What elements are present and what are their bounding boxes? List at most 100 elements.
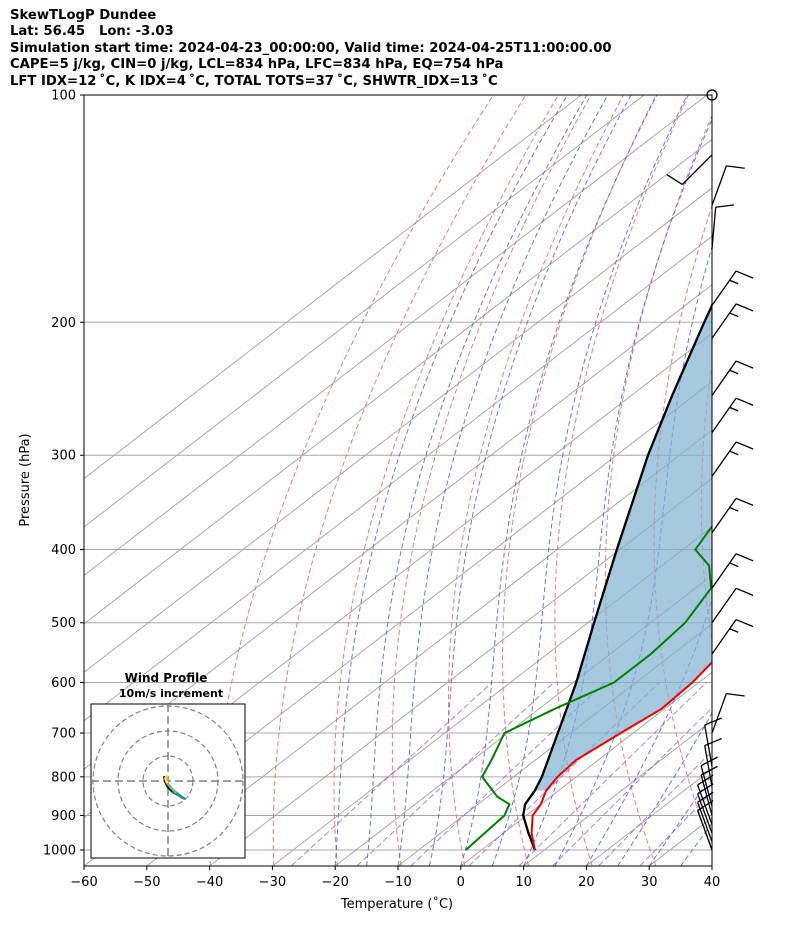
wind-barb-shaft bbox=[711, 360, 737, 396]
wind-barb-flag bbox=[735, 497, 754, 506]
wind-barb-shaft bbox=[704, 745, 713, 788]
dry-adiabat-line bbox=[209, 95, 494, 866]
dry-adiabat-line bbox=[272, 95, 527, 866]
isotherm-line bbox=[775, 95, 794, 866]
wind-barb-shaft bbox=[697, 802, 713, 842]
x-tick-label: −60 bbox=[70, 875, 97, 890]
isotherm-line bbox=[84, 187, 712, 673]
index-line: LFT IDX=12 ˚C, K IDX=4 ˚C, TOTAL TOTS=37… bbox=[10, 73, 498, 89]
wind-barb-flag bbox=[726, 692, 745, 697]
wind-barb-shaft bbox=[711, 587, 737, 624]
wind-barb-flag bbox=[726, 165, 745, 169]
chart-header: SkewTLogP Dundee Lat: 56.45 Lon: -3.03 S… bbox=[10, 8, 612, 90]
temperature-profile-line bbox=[530, 660, 712, 851]
dry-adiabat-line bbox=[391, 95, 592, 866]
x-tick-label: 10 bbox=[515, 875, 532, 890]
moist-adiabat-line bbox=[460, 95, 658, 866]
x-tick-label: 30 bbox=[641, 875, 658, 890]
hodograph-title: Wind Profile bbox=[125, 671, 208, 685]
wind-barb-flag bbox=[666, 174, 683, 186]
dry-adiabat-line bbox=[700, 362, 712, 644]
wind-barb-flag bbox=[704, 717, 722, 726]
wind-barb-shaft bbox=[711, 270, 737, 306]
wind-barb-half-flag bbox=[729, 562, 739, 568]
dewpoint-profile-line bbox=[465, 524, 712, 851]
y-tick-label: 600 bbox=[51, 676, 76, 691]
wind-barb-shaft bbox=[711, 207, 717, 250]
moist-adiabat-line bbox=[397, 95, 609, 866]
wind-barb-half-flag bbox=[729, 279, 739, 285]
y-tick-label: 700 bbox=[51, 727, 76, 742]
hodograph-plot bbox=[91, 704, 245, 858]
wind-barb-flag bbox=[735, 270, 754, 279]
wind-barb-shaft bbox=[697, 810, 713, 851]
isotherm-line bbox=[84, 95, 708, 577]
cape-fill-layer bbox=[534, 305, 712, 791]
wind-barb-half-flag bbox=[729, 312, 739, 318]
wind-barb-shaft bbox=[704, 724, 713, 767]
moist-adiabat-line bbox=[366, 95, 588, 866]
profile-layer bbox=[465, 302, 712, 851]
hodograph: Wind Profile 10m/s increment bbox=[90, 671, 246, 859]
wind-barb-shaft bbox=[700, 774, 713, 816]
time-line: Simulation start time: 2024-04-23_00:00:… bbox=[10, 40, 612, 56]
wind-barb-shaft bbox=[697, 784, 713, 825]
wind-barb-shaft bbox=[711, 303, 737, 339]
mixing-ratio-line bbox=[290, 682, 493, 866]
wind-barb-shaft bbox=[681, 154, 713, 185]
dry-adiabat-line bbox=[502, 95, 657, 866]
moist-adiabat-line bbox=[554, 245, 712, 866]
x-tick-label: −50 bbox=[133, 875, 160, 890]
y-tick-label: 100 bbox=[51, 89, 76, 104]
wind-barb-flag bbox=[735, 441, 754, 450]
isotherm-line bbox=[84, 138, 712, 625]
moist-adiabat-line bbox=[523, 118, 712, 866]
calm-wind-circle bbox=[706, 89, 718, 101]
isotherm-line bbox=[84, 381, 712, 866]
y-tick-label: 400 bbox=[51, 543, 76, 558]
chart-title: SkewTLogP Dundee bbox=[10, 8, 157, 23]
y-tick-label: 900 bbox=[51, 809, 76, 824]
wind-barb-shaft bbox=[711, 497, 737, 534]
tick-layer: −60 −50 −40 −30 −20 −10 0 10 20 30 40 1000 900 800 700… bbox=[43, 89, 720, 891]
y-tick-label: 200 bbox=[51, 316, 76, 331]
x-tick-label: 40 bbox=[704, 875, 721, 890]
wind-barb-flag bbox=[735, 360, 754, 369]
mixing-ratio-line bbox=[598, 750, 712, 866]
y-tick-label: 500 bbox=[51, 616, 76, 631]
dry-adiabat-line bbox=[554, 95, 689, 866]
x-tick-label: 20 bbox=[578, 875, 595, 890]
mixing-ratio-line bbox=[518, 682, 707, 866]
moist-adiabat-line bbox=[711, 865, 712, 866]
isotherm-line bbox=[523, 720, 712, 866]
wind-barb-shaft bbox=[711, 441, 737, 477]
parcel-profile-line bbox=[522, 302, 712, 851]
location-line: Lat: 56.45 Lon: -3.03 bbox=[10, 24, 174, 40]
x-axis-label: Temperature (˚C) bbox=[340, 896, 453, 912]
y-tick-label: 1000 bbox=[43, 844, 76, 859]
wind-barb-half-flag bbox=[729, 506, 739, 512]
x-tick-label: −40 bbox=[196, 875, 223, 890]
hodograph-trace-segment bbox=[164, 774, 168, 780]
x-tick-label: −30 bbox=[259, 875, 286, 890]
moist-adiabat-line bbox=[491, 95, 688, 866]
mixing-ratio-line bbox=[552, 707, 712, 866]
cape-line: CAPE=5 j/kg, CIN=0 j/kg, LCL=834 hPa, LF… bbox=[10, 57, 504, 73]
isotherm-line bbox=[272, 526, 712, 866]
moist-adiabat-line bbox=[428, 95, 632, 866]
isotherm-line bbox=[460, 671, 712, 866]
wind-barb-half-flag bbox=[729, 369, 739, 375]
wind-barb-flag bbox=[735, 303, 754, 312]
wind-barb-shaft bbox=[711, 553, 737, 589]
wind-barb-half-flag bbox=[729, 406, 739, 412]
wind-barb-shaft bbox=[697, 793, 713, 834]
wind-barb-half-flag bbox=[729, 628, 739, 633]
isotherm-line bbox=[84, 95, 582, 480]
wind-barb-flag bbox=[715, 204, 735, 208]
y-tick-label: 800 bbox=[51, 770, 76, 785]
x-tick-label: −10 bbox=[384, 875, 411, 890]
wind-barb-shaft bbox=[711, 397, 737, 433]
wind-barb-shaft bbox=[711, 165, 727, 206]
wind-barb-shaft bbox=[711, 693, 727, 734]
